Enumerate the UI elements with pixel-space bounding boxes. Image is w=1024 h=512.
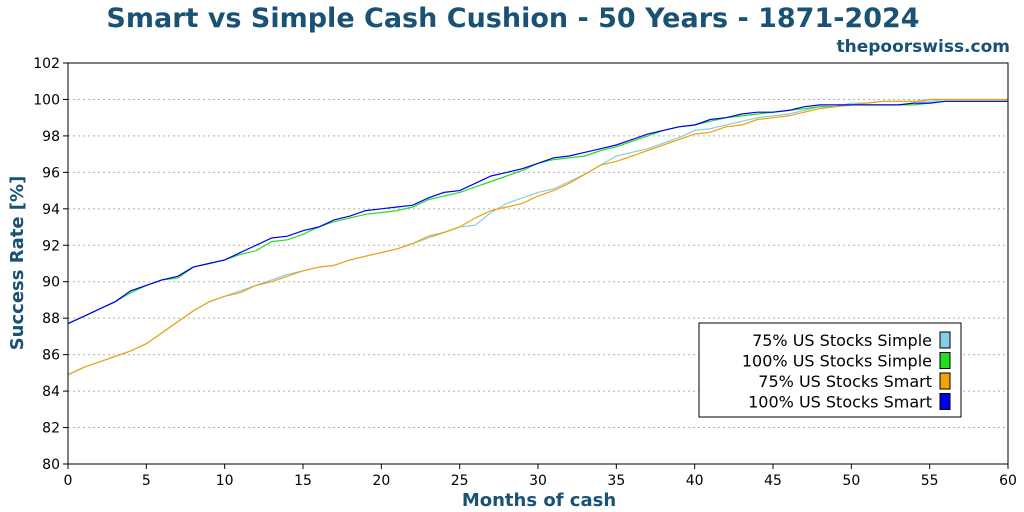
x-tick-label: 20 (372, 473, 390, 489)
axis-ticks: 80 82 84 86 88 90 92 94 96 98 100 102 0 5 10 15 20 25 30 35… (33, 56, 1017, 489)
y-tick-label: 92 (42, 238, 60, 254)
y-tick-label: 94 (42, 202, 60, 218)
legend-swatch (939, 372, 951, 390)
y-tick-label: 86 (42, 348, 60, 364)
grid (68, 98, 1008, 429)
site-name: thepoorswiss.com (837, 37, 1011, 57)
legend-swatch (939, 352, 951, 369)
series-line-2 (67, 100, 1008, 325)
x-tick-label: 15 (294, 473, 312, 489)
x-tick-label: 45 (764, 473, 782, 489)
chart-title: Smart vs Simple Cash Cushion - 50 Years … (106, 3, 919, 34)
y-tick-label: 98 (42, 129, 60, 145)
legend: 75% US Stocks Simple 100% US Stocks Simpl… (698, 322, 962, 418)
x-tick-label: 30 (529, 473, 547, 489)
legend-label: 75% US Stocks Simple (752, 331, 932, 350)
y-tick-label: 90 (42, 275, 60, 291)
legend-label: 100% US Stocks Simple (742, 352, 932, 371)
x-tick-label: 55 (921, 473, 939, 489)
x-tick-label: 5 (142, 473, 151, 489)
legend-swatch (939, 331, 951, 349)
series-lines (67, 98, 1008, 376)
y-tick-label: 82 (42, 421, 60, 437)
x-tick-label: 10 (216, 473, 234, 489)
x-tick-label: 35 (607, 473, 625, 489)
legend-swatch (939, 393, 951, 410)
x-tick-label: 50 (842, 473, 860, 489)
y-tick-label: 102 (33, 56, 60, 72)
x-tick-label: 40 (686, 473, 704, 489)
y-tick-label: 84 (42, 384, 60, 400)
y-axis-label: Success Rate [%] (7, 176, 28, 351)
y-tick-label: 80 (42, 457, 60, 473)
y-tick-label: 88 (42, 311, 60, 327)
legend-box (698, 322, 962, 418)
series-line-4 (67, 100, 1008, 325)
x-tick-label: 25 (451, 473, 469, 489)
x-tick-label: 0 (64, 473, 73, 489)
y-tick-label: 96 (42, 165, 60, 181)
x-axis-label: Months of cash (462, 490, 616, 511)
legend-label: 75% US Stocks Smart (758, 372, 932, 391)
x-tick-label: 60 (999, 473, 1017, 489)
y-tick-label: 100 (33, 92, 60, 108)
legend-label: 100% US Stocks Smart (748, 393, 932, 412)
